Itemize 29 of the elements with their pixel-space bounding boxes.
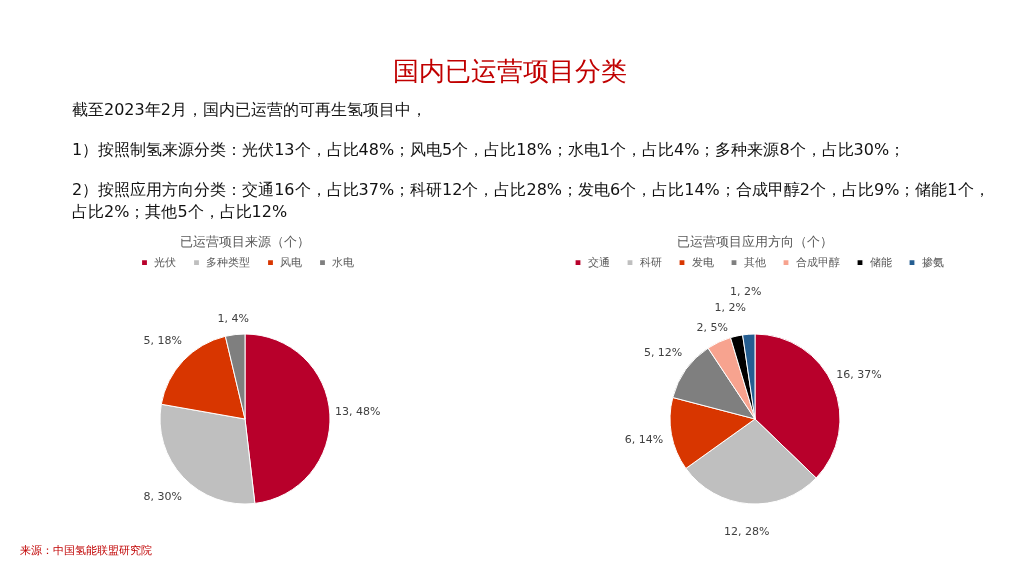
chart-title: 已运营项目来源（个） — [180, 234, 310, 249]
text: 截至2023年2月，国内已运营的可再生氢项目中， — [72, 100, 427, 119]
chart-title: 已运营项目应用方向（个） — [677, 234, 833, 249]
source-note: 来源：中国氢能联盟研究院 — [20, 544, 152, 557]
legend-label: 光伏 — [154, 255, 176, 269]
legend-label: 合成甲醇 — [795, 255, 840, 269]
text: 国内已运营项目分类 — [393, 56, 627, 86]
data-label: 12, 28% — [724, 524, 770, 538]
legend-label: 发电 — [691, 255, 714, 269]
legend-label: 水电 — [332, 255, 354, 269]
legend-label: 交通 — [587, 255, 610, 269]
legend-label: 储能 — [869, 255, 892, 269]
data-label: 13, 48% — [335, 405, 381, 419]
data-label: 1, 2% — [730, 285, 762, 299]
data-label: 1, 2% — [714, 300, 746, 314]
legend-label: 风电 — [280, 255, 302, 269]
legend-label: 掺氨 — [921, 255, 944, 269]
data-label: 5, 12% — [643, 346, 683, 360]
data-label: 8, 30% — [143, 489, 183, 503]
legend-label: 其他 — [743, 255, 766, 269]
data-label: 2, 5% — [696, 320, 728, 334]
text: 1）按照制氢来源分类：光伏13个，占比48%；风电5个，占比18%；水电1个，占比4%；多种来源8个，占比30%； — [72, 140, 906, 159]
legend-label: 科研 — [639, 255, 662, 269]
data-label: 5, 18% — [143, 334, 183, 348]
legend-label: 多种类型 — [206, 255, 250, 269]
text: 2）按照应用方向分类：交通16个，占比37%；科研12个，占比28%；发电6个，占比14%；合成甲醇2个，占比9%；储能1个，占比2%；其他5个，占比12% — [72, 180, 990, 221]
data-label: 6, 14% — [624, 432, 664, 446]
data-label: 1, 4% — [217, 311, 249, 325]
data-label: 16, 37% — [836, 367, 882, 381]
